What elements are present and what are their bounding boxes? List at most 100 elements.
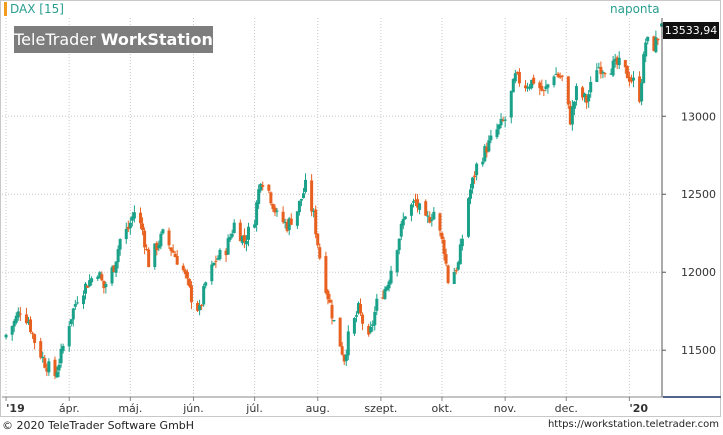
candle-up xyxy=(228,236,232,240)
candle-down xyxy=(185,271,189,279)
candle-up xyxy=(114,261,118,273)
candle-up xyxy=(257,189,261,204)
candle-up xyxy=(4,334,8,338)
candle-down xyxy=(112,265,116,272)
copyright-text: © 2020 TeleTrader Software GmbH xyxy=(2,419,195,432)
candle-up xyxy=(583,93,587,97)
candle-down xyxy=(615,57,619,65)
candle-down xyxy=(428,216,432,223)
candle-up xyxy=(631,77,635,81)
candle-up xyxy=(67,326,71,347)
candle-down xyxy=(18,313,22,315)
x-axis: '19 ápr. máj. jún. júl. aug. szept. okt. nov. dec… xyxy=(2,396,721,415)
candle-up xyxy=(96,276,100,279)
candle-up xyxy=(552,76,556,86)
candle-down xyxy=(86,285,90,288)
candle-up xyxy=(116,249,120,263)
candle-down xyxy=(271,204,275,210)
candle-down xyxy=(414,200,418,202)
candle-up xyxy=(513,73,517,82)
candle-down xyxy=(524,85,528,89)
candle-down xyxy=(167,230,171,246)
candle-down xyxy=(43,358,47,368)
candle-up xyxy=(104,284,108,288)
candle-down xyxy=(367,326,371,335)
candle-up xyxy=(157,244,161,249)
y-tick-label: 12000 xyxy=(681,266,716,279)
candle-up xyxy=(210,264,214,282)
candle-up xyxy=(613,58,617,62)
candle-up xyxy=(232,222,236,233)
candle-up xyxy=(55,371,59,378)
source-url[interactable]: https://workstation.teletrader.com xyxy=(547,419,719,430)
candle-up xyxy=(389,270,393,284)
candle-down xyxy=(39,341,43,358)
candle-down xyxy=(100,274,104,281)
candle-up xyxy=(471,177,475,189)
candle-up xyxy=(61,345,65,352)
candle-down xyxy=(281,211,285,223)
candle-down xyxy=(517,71,521,84)
candle-up xyxy=(259,183,263,191)
candle-up xyxy=(59,348,63,364)
candle-up xyxy=(601,71,605,73)
candle-up xyxy=(98,272,102,279)
candle-up xyxy=(212,262,216,266)
candle-down xyxy=(568,105,572,125)
candle-up xyxy=(489,135,493,141)
candle-up xyxy=(373,311,377,326)
candle-up xyxy=(369,326,373,333)
instrument-label[interactable]: DAX [15] xyxy=(4,2,64,16)
candle-down xyxy=(560,75,564,77)
candle-up xyxy=(226,238,230,255)
candle-up xyxy=(246,226,250,240)
candle-up xyxy=(69,319,73,324)
x-tick-label: nov. xyxy=(494,402,517,415)
period-label[interactable]: naponta xyxy=(610,2,660,16)
candle-down xyxy=(143,230,147,248)
candle-down xyxy=(326,290,330,300)
candle-up xyxy=(526,87,530,89)
candle-down xyxy=(330,304,334,319)
candle-up xyxy=(466,198,470,237)
x-tick-label: szept. xyxy=(364,402,397,415)
candle-down xyxy=(501,120,505,122)
candle-down xyxy=(603,73,607,75)
candle-up xyxy=(403,216,407,219)
candle-down xyxy=(126,226,130,230)
candle-down xyxy=(625,66,629,79)
candle-down xyxy=(381,297,385,299)
candle-up xyxy=(383,288,387,299)
x-tick-label: júl. xyxy=(245,402,263,415)
candle-up xyxy=(640,82,644,102)
candle-down xyxy=(424,201,428,216)
candle-up xyxy=(204,282,208,286)
candle-down xyxy=(289,218,293,225)
candle-down xyxy=(515,71,519,73)
candle-up xyxy=(371,324,375,326)
candle-down xyxy=(446,265,450,283)
x-tick-label: jún. xyxy=(182,402,204,415)
candle-up xyxy=(132,212,136,219)
candle-up xyxy=(202,286,206,305)
x-tick-label: aug. xyxy=(306,402,330,415)
candle-up xyxy=(159,233,163,247)
candle-down xyxy=(442,239,446,255)
candle-down xyxy=(444,254,448,264)
candle-down xyxy=(214,260,218,262)
candle-up xyxy=(12,320,16,327)
candle-up xyxy=(475,163,479,176)
candle-down xyxy=(102,280,106,289)
candle-up xyxy=(411,201,415,203)
candle-up xyxy=(301,193,305,199)
candle-up xyxy=(418,203,422,210)
candle-down xyxy=(542,89,546,91)
candle-up xyxy=(356,303,360,314)
y-tick-label: 11500 xyxy=(681,344,716,357)
candle-up xyxy=(287,218,291,231)
candle-up xyxy=(432,211,436,220)
x-tick-label: dec. xyxy=(555,402,578,415)
candle-down xyxy=(638,76,642,102)
candle-up xyxy=(646,36,650,42)
